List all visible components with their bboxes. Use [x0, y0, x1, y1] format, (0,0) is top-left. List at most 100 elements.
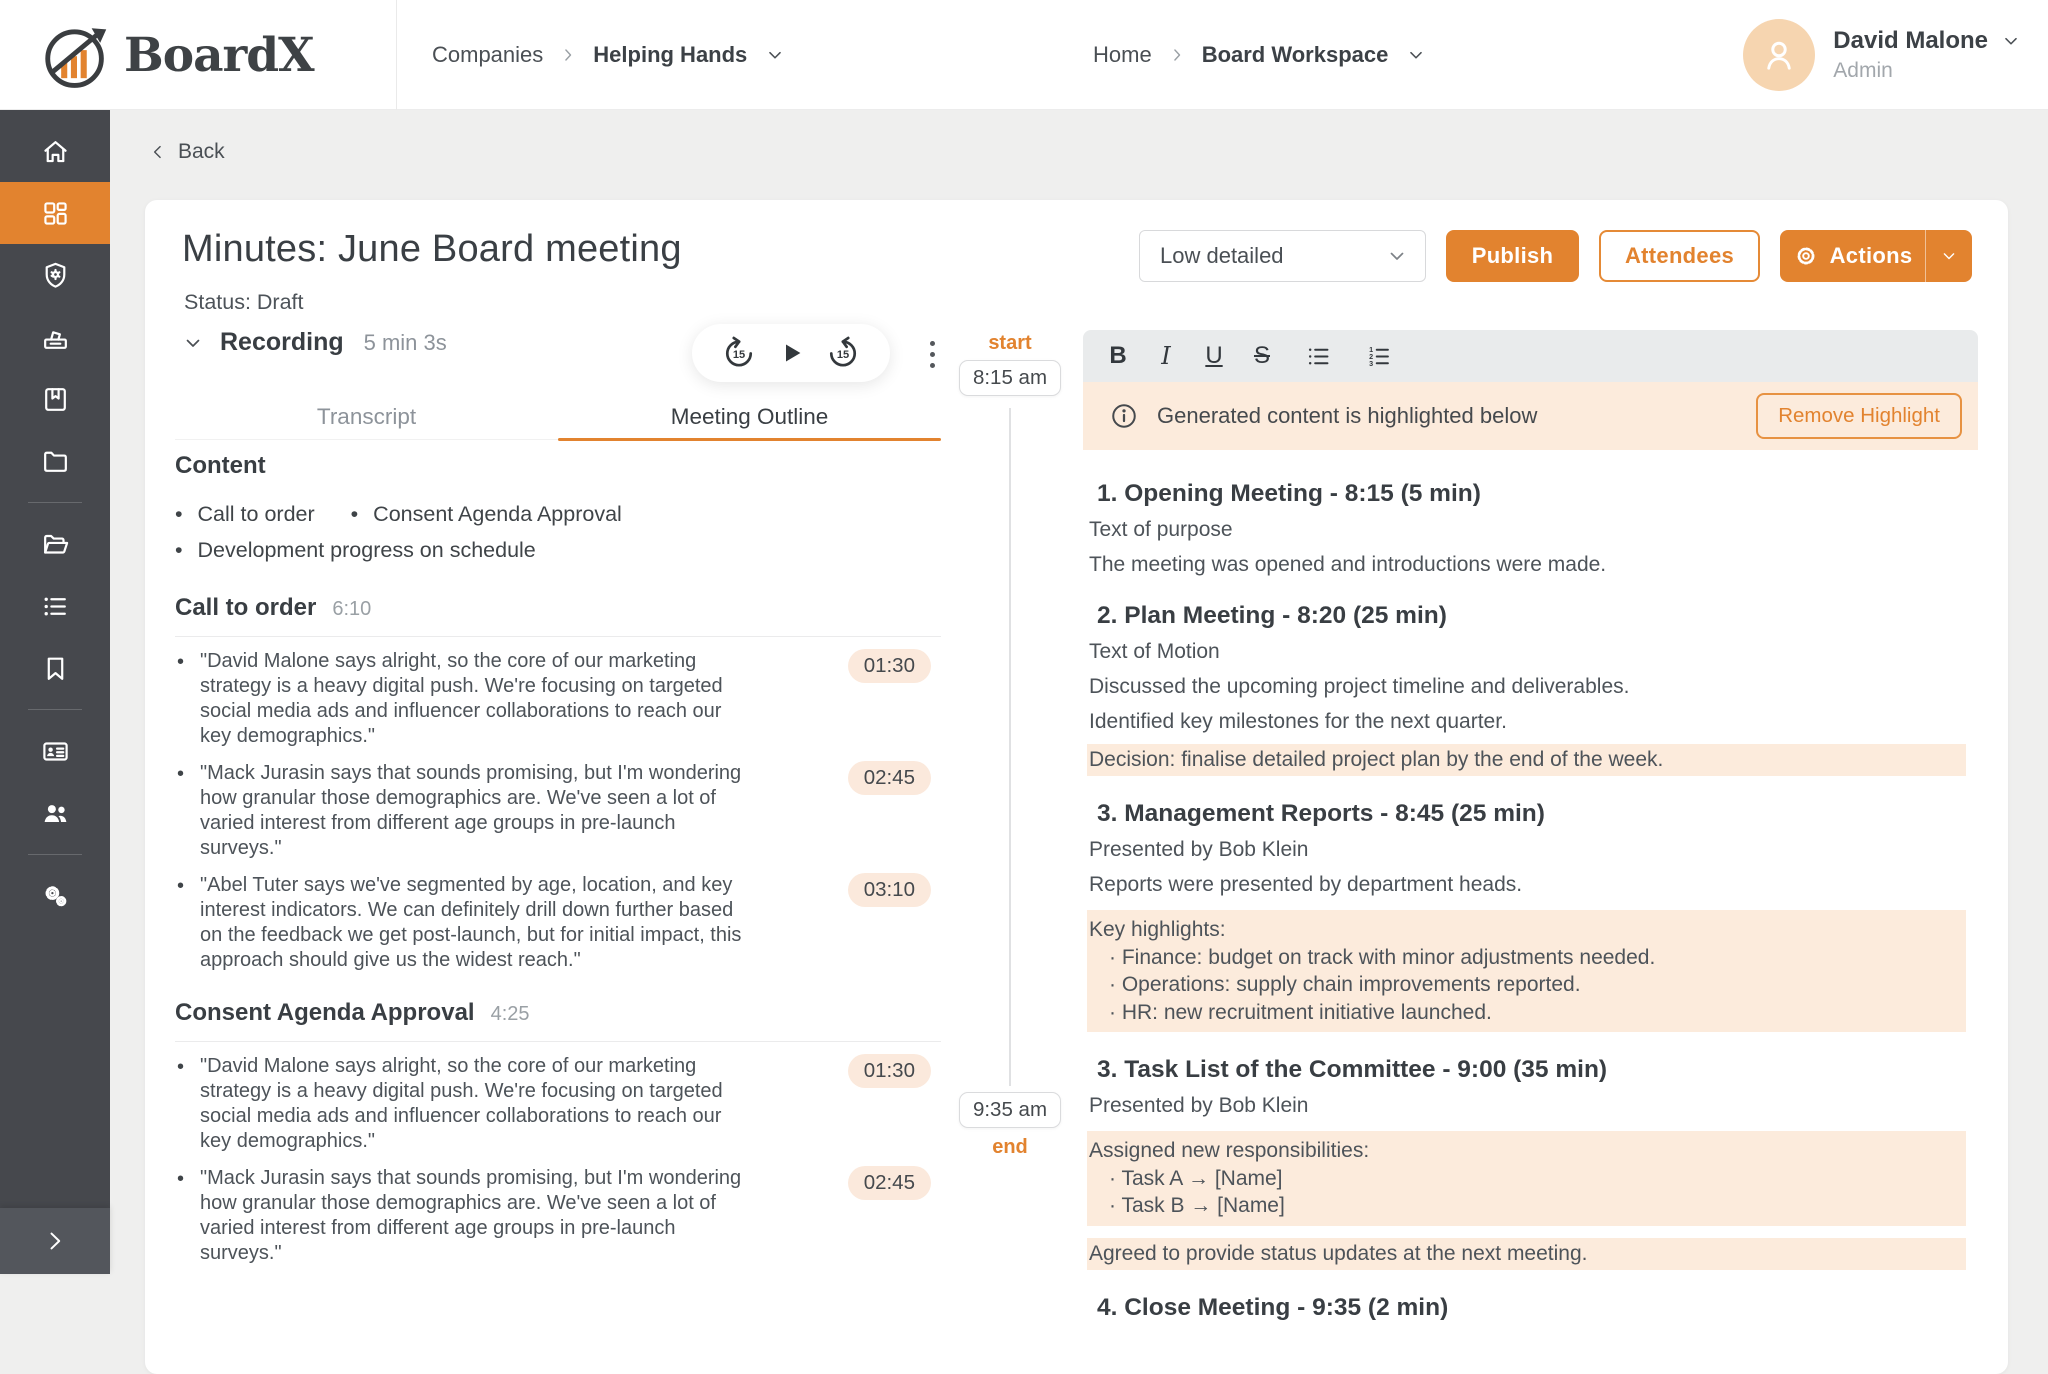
svg-text:3: 3	[1369, 358, 1373, 367]
sidebar-expand-button[interactable]	[0, 1208, 110, 1274]
chevron-right-icon	[558, 45, 578, 65]
ballot-box-icon	[40, 322, 71, 353]
remove-highlight-button[interactable]: Remove Highlight	[1756, 393, 1962, 439]
quote-text: "David Malone says alright, so the core …	[200, 1055, 723, 1152]
quote-timestamp[interactable]: 02:45	[847, 761, 931, 795]
underline-button[interactable]: U	[1205, 342, 1223, 369]
actions-dropdown-toggle[interactable]	[1925, 230, 1972, 282]
chevron-down-icon[interactable]	[2000, 30, 2022, 52]
chevron-right-icon	[41, 1227, 69, 1255]
user-meta: David Malone Admin	[1833, 27, 2022, 83]
recording-more-menu-icon[interactable]	[920, 334, 944, 374]
actions-button[interactable]: Actions	[1780, 230, 1972, 282]
list-icon	[40, 591, 71, 622]
sidebar-item-documents[interactable]	[0, 430, 110, 492]
sidebar-item-contacts[interactable]	[0, 720, 110, 782]
content-bullet: • Call to order	[175, 502, 315, 526]
app-header: BoardX Companies Helping Hands Home Boar…	[0, 0, 2048, 110]
section-title: Consent Agenda Approval	[175, 999, 475, 1026]
quote-timestamp[interactable]: 01:30	[847, 1054, 931, 1088]
quote-text: "Mack Jurasin says that sounds promising…	[200, 762, 742, 859]
actions-main[interactable]: Actions	[1780, 230, 1925, 282]
chevron-down-icon[interactable]	[1405, 44, 1427, 66]
back-label: Back	[178, 140, 225, 163]
tab-transcript[interactable]: Transcript	[316, 404, 417, 429]
app-logo[interactable]: BoardX	[38, 16, 315, 94]
breadcrumb-root-home[interactable]: Home	[1093, 42, 1152, 67]
timeline-line	[1009, 408, 1011, 1086]
quote-text: "Mack Jurasin says that sounds promising…	[200, 1167, 742, 1264]
strikethrough-button[interactable]: S	[1253, 342, 1270, 369]
sidebar-divider	[28, 854, 82, 855]
sidebar-item-settings[interactable]	[0, 865, 110, 927]
quote-text: "Abel Tuter says we've segmented by age,…	[200, 874, 742, 971]
generated-content-notice: Generated content is highlighted below R…	[1083, 382, 1978, 450]
transcript-quote[interactable]: • "David Malone says alright, so the core…	[175, 1054, 941, 1154]
highlighted-block: Key highlights: · Finance: budget on trac…	[1087, 910, 1966, 1032]
recording-tabs: Transcript Meeting Outline	[175, 398, 941, 441]
sidebar-item-shared-files[interactable]	[0, 513, 110, 575]
minutes-paragraph: Discussed the upcoming project timeline …	[1089, 675, 1630, 698]
minutes-heading: 3. Management Reports - 8:45 (25 min)	[1097, 800, 1545, 827]
quote-timestamp[interactable]: 01:30	[847, 649, 931, 683]
breadcrumb-current-workspace[interactable]: Board Workspace	[1201, 42, 1389, 67]
sidebar-item-agenda-list[interactable]	[0, 575, 110, 637]
skip-forward-15-icon[interactable]: 15	[824, 334, 862, 372]
play-icon[interactable]	[776, 338, 806, 368]
bold-button[interactable]: B	[1109, 342, 1127, 369]
chevron-down-icon[interactable]	[764, 44, 786, 66]
back-button[interactable]: Back	[148, 140, 225, 164]
sidebar-item-dashboard[interactable]	[0, 182, 110, 244]
timeline-start-time[interactable]: 8:15 am	[958, 360, 1062, 396]
bookmark-icon	[40, 653, 71, 684]
notice-text: Generated content is highlighted below	[1157, 403, 1538, 428]
page-title: Minutes: June Board meeting	[182, 228, 682, 270]
transcript-quote[interactable]: • "David Malone says alright, so the core…	[175, 649, 941, 749]
highlighted-block: Assigned new responsibilities: · Task A →…	[1087, 1131, 1966, 1226]
svg-text:15: 15	[733, 349, 745, 361]
breadcrumb-root-companies[interactable]: Companies	[432, 42, 544, 67]
sidebar-item-voting[interactable]	[0, 306, 110, 368]
shield-gear-icon	[40, 260, 71, 291]
breadcrumb-companies: Companies Helping Hands	[432, 0, 786, 110]
timeline-end-time[interactable]: 9:35 am	[958, 1092, 1062, 1128]
sidebar-item-members[interactable]	[0, 782, 110, 844]
italic-button[interactable]: I	[1161, 342, 1171, 370]
svg-text:2: 2	[1369, 351, 1373, 360]
transcript-quote[interactable]: • "Abel Tuter says we've segmented by age…	[175, 873, 941, 973]
chevron-down-icon[interactable]	[181, 331, 205, 355]
transcript-quote[interactable]: • "Mack Jurasin says that sounds promisin…	[175, 761, 941, 861]
dashboard-icon	[40, 198, 71, 229]
sidebar-item-library[interactable]	[0, 368, 110, 430]
avatar	[1743, 19, 1816, 91]
tab-meeting-outline[interactable]: Meeting Outline	[558, 398, 941, 441]
minutes-paragraph: Presented by Bob Klein	[1089, 1094, 1309, 1117]
skip-back-15-icon[interactable]: 15	[720, 334, 758, 372]
sidebar-item-governance[interactable]	[0, 244, 110, 306]
svg-text:1: 1	[1369, 345, 1373, 354]
transcript-quote[interactable]: • "Mack Jurasin says that sounds promisin…	[175, 1166, 941, 1266]
header-divider	[396, 0, 397, 110]
editor-blocks[interactable]: 1. Opening Meeting - 8:15 (5 min) Text of…	[1083, 450, 1978, 1322]
detail-level-value: Low detailed	[1160, 243, 1284, 268]
section-divider	[175, 1041, 941, 1042]
recording-section-header: Recording 5 min 3s	[181, 328, 447, 357]
section-time: 6:10	[332, 598, 372, 620]
publish-button[interactable]: Publish	[1446, 230, 1579, 282]
attendees-button[interactable]: Attendees	[1599, 230, 1760, 282]
sidebar-item-home[interactable]	[0, 120, 110, 182]
detail-level-select[interactable]: Low detailed	[1139, 230, 1426, 282]
quote-timestamp[interactable]: 02:45	[847, 1166, 931, 1200]
user-menu[interactable]: David Malone Admin	[1743, 19, 2022, 91]
gear-icon	[1793, 243, 1819, 269]
breadcrumb-current-company[interactable]: Helping Hands	[593, 42, 748, 67]
bullet-list-icon[interactable]	[1305, 343, 1332, 370]
sidebar-item-bookmarks[interactable]	[0, 637, 110, 699]
header-controls: Low detailed Publish Attendees Actions	[1139, 230, 1972, 282]
quote-timestamp[interactable]: 03:10	[847, 873, 931, 907]
quote-text: "David Malone says alright, so the core …	[200, 650, 723, 747]
audio-player: 15 15	[692, 324, 890, 382]
highlighted-paragraph: Decision: finalise detailed project plan…	[1087, 744, 1966, 776]
